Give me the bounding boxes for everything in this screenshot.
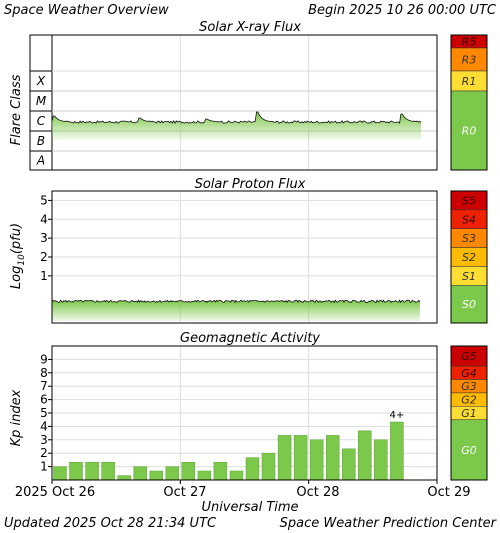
proton-scale-s0-box: [450, 285, 488, 324]
kp-bar-13: [261, 452, 276, 481]
xtick-label-0: 2025 Oct 26: [15, 485, 95, 500]
kp-bar-19: [358, 430, 372, 481]
proton-scale-s5-label: S5: [462, 194, 476, 207]
kp-bar-2: [85, 461, 99, 481]
geomag-ylabel: Kp index: [9, 389, 24, 446]
geomag-ytick-label-1: 1: [40, 460, 48, 474]
geomag-ytick-label-5: 5: [40, 406, 48, 420]
xray-ylabel: Flare Class: [9, 74, 24, 145]
kp-bar-1: [69, 461, 83, 481]
proton-scale-s1-label: S1: [462, 270, 476, 283]
xray-scale-r0-label: R0: [462, 125, 477, 138]
xray-scale-r3-label: R3: [462, 54, 477, 67]
kp-bar-0: [53, 466, 67, 481]
kp-bar-8: [181, 461, 196, 481]
begin-time: Begin 2025 10 26 00:00 UTC: [308, 3, 497, 18]
xtick-label-2: Oct 28: [296, 485, 339, 500]
kp-bar-14: [277, 435, 292, 481]
proton-frame: [51, 190, 438, 324]
proton-ytick-label-5: 5: [40, 193, 48, 207]
proton-panel: 1 2 3 4 5 S5 S4 S3 S2 S1 S0: [40, 190, 488, 324]
kp-bar-12: [245, 457, 260, 481]
proton-scale-s0-label: S0: [462, 298, 476, 311]
geomag-scale-g3-label: G3: [461, 380, 477, 393]
kp-bar-20: [374, 439, 388, 481]
proton-ytick-label-3: 3: [40, 231, 48, 245]
kp-bar-15: [293, 435, 308, 481]
x-axis-label: Universal Time: [201, 500, 298, 515]
xtick-label-3: Oct 29: [427, 485, 470, 500]
kp-bar-21: [390, 421, 404, 481]
figure-title: Space Weather Overview: [4, 3, 169, 18]
geomag-ytick-label-4: 4: [40, 419, 48, 433]
geomag-scale-g1-label: G1: [461, 407, 477, 420]
kp-bar-9: [197, 470, 212, 481]
proton-scale-s4-label: S4: [462, 213, 476, 226]
xray-class-x: X: [36, 74, 46, 88]
xray-class-b: B: [37, 134, 45, 148]
xray-class-m: M: [36, 94, 47, 108]
xray-class-c: C: [37, 114, 46, 128]
kp-bar-16: [309, 439, 324, 481]
geomag-scale-g4-label: G4: [461, 367, 477, 380]
geomag-ytick-label-8: 8: [40, 366, 48, 380]
kp-bar-11: [229, 470, 244, 481]
xray-title: Solar X-ray Flux: [199, 20, 301, 35]
kp-bar-7: [165, 466, 180, 481]
xtick-label-1: Oct 27: [163, 485, 206, 500]
kp-bar-3: [101, 461, 115, 481]
xray-frame: [29, 34, 438, 171]
kp-bar-5: [133, 466, 147, 481]
kp-bar-18: [342, 448, 356, 481]
geomag-ytick-label-3: 3: [40, 433, 48, 447]
proton-ytick-label-2: 2: [40, 250, 48, 264]
xray-scale-r1-label: R1: [462, 75, 477, 88]
proton-ytick-label-1: 1: [40, 269, 48, 283]
updated-time: Updated 2025 Oct 28 21:34 UTC: [4, 516, 217, 531]
kp-bar-10: [213, 461, 228, 481]
geomag-ytick-label-7: 7: [40, 379, 48, 393]
xray-flux-fill: [52, 112, 421, 140]
proton-ytick-label-4: 4: [40, 212, 48, 226]
xray-plot-bg: [52, 35, 437, 170]
source-credit: Space Weather Prediction Center: [280, 516, 498, 531]
geomag-scale-g2-label: G2: [461, 394, 477, 407]
geomag-title: Geomagnetic Activity: [180, 331, 320, 346]
geomag-frame: [51, 345, 438, 481]
proton-flux-line: [51, 299, 421, 304]
xray-class-a: A: [36, 154, 45, 168]
geomag-scale-g5-label: G5: [461, 350, 477, 363]
geomag-scale-frame: [450, 345, 488, 481]
kp-annotation: 4+: [390, 410, 405, 421]
proton-scale-frame: [450, 190, 488, 324]
kp-bar-17: [325, 435, 340, 481]
xray-scale-frame: [450, 34, 488, 171]
proton-ylabel: Log10(pfu): [9, 223, 27, 289]
geomag-scale-g0-box: [450, 419, 488, 481]
proton-scale-s3-label: S3: [462, 232, 476, 245]
geomag-ytick-label-6: 6: [40, 393, 48, 407]
xray-scale-r5-label: R5: [462, 36, 477, 49]
xray-flux-line: [51, 111, 422, 124]
kp-bar-4: [117, 475, 131, 481]
proton-flux-fill: [52, 300, 420, 321]
geomag-scale-g0-label: G0: [461, 444, 477, 457]
kp-bar-6: [149, 470, 164, 481]
proton-title: Solar Proton Flux: [195, 177, 306, 192]
proton-scale-s2-label: S2: [462, 251, 476, 264]
geomag-ytick-label-2: 2: [40, 446, 48, 460]
geomag-ytick-label-9: 9: [40, 352, 48, 366]
